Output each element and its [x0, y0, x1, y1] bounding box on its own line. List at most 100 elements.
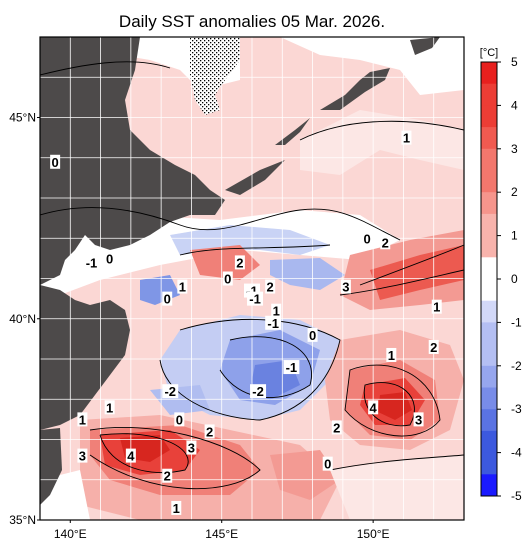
colorbar-segment	[481, 344, 497, 367]
contour-label: 1	[79, 412, 86, 427]
colorbar-tick-label: -3	[511, 402, 522, 416]
contour-label-box	[125, 448, 136, 463]
contour-label: 1	[106, 400, 113, 415]
contour-label-box	[331, 420, 342, 435]
colorbar-tick-label: 5	[511, 55, 518, 69]
contour-label: 2	[430, 340, 437, 355]
contour-label-box	[380, 235, 391, 250]
contour-label-box	[283, 360, 300, 375]
contour-label-box	[431, 299, 442, 314]
contour-label-box	[265, 315, 282, 330]
contour-label-box	[171, 500, 182, 515]
colorbar-segment	[481, 213, 497, 237]
colorbar-segment	[481, 105, 497, 128]
colorbar-segment	[481, 235, 497, 258]
contour-label: 0	[309, 328, 316, 343]
contour-label: -1	[267, 316, 279, 331]
colorbar-segment	[481, 83, 497, 106]
contour-label: 4	[370, 400, 378, 415]
contour-label: 1	[403, 131, 410, 146]
contour-label: 3	[188, 441, 195, 456]
contour-label-box	[322, 456, 333, 471]
contour-label: 2	[164, 469, 171, 484]
contour-label: 3	[342, 280, 349, 295]
colorbar-segment	[481, 300, 497, 323]
colorbar-tick-label: -1	[511, 315, 522, 329]
contour-label: -2	[252, 384, 264, 399]
colorbar-segment	[481, 409, 497, 432]
contour-label-box	[77, 448, 88, 463]
contour-label: 0	[363, 231, 370, 246]
contour-label-box	[247, 291, 264, 306]
colorbar-segment	[481, 430, 497, 454]
colorbar-unit: [°C]	[480, 47, 498, 59]
contour-label-box	[362, 231, 373, 246]
contour-label: -2	[164, 384, 176, 399]
contour-label: -1	[246, 284, 258, 299]
contour-label: 1	[179, 280, 186, 295]
contour-label: 1	[388, 348, 395, 363]
contour-label-box	[186, 440, 197, 455]
contour-label-box	[204, 424, 215, 439]
colorbar-tick-label: -4	[511, 446, 522, 460]
contour-label-box	[174, 412, 185, 427]
contour-label: 4	[127, 449, 135, 464]
contour-label: 0	[52, 155, 59, 170]
colorbar-segment	[481, 148, 497, 171]
colorbar-segment	[481, 170, 497, 193]
contour-label-box	[428, 339, 439, 354]
contour-label-box	[413, 412, 424, 427]
colorbar-tick-label: -5	[511, 489, 522, 503]
contour-label: 0	[224, 272, 231, 287]
contour-label: 2	[206, 424, 213, 439]
contour-label-box	[83, 255, 100, 270]
colorbar-tick-label: 4	[511, 98, 518, 112]
contour-label: 1	[173, 501, 180, 516]
colorbar-segment	[481, 257, 497, 280]
contour-label-box	[222, 271, 233, 286]
colorbar-tick-label: -2	[511, 359, 522, 373]
colorbar-segment	[481, 452, 497, 475]
contour-label-box	[368, 400, 379, 415]
contour-label-box	[162, 291, 173, 306]
contour-label: -1	[286, 360, 298, 375]
colorbar-segment	[481, 192, 497, 215]
lon-tick-label: 150°E	[357, 527, 390, 541]
contour-label-box	[234, 255, 245, 270]
colorbar: [°C] 5 4 3 2 1 0 -1 -2 -3 -4 -5	[480, 47, 522, 503]
colorbar-segment	[481, 474, 497, 497]
contour-label: 0	[106, 251, 113, 266]
contour-label-box	[177, 279, 188, 294]
contour-label-box	[104, 400, 115, 415]
colorbar-tick-label: 1	[511, 229, 518, 243]
lat-tick-label: 45°N	[9, 111, 36, 125]
colorbar-segment	[481, 62, 497, 85]
map-frame	[39, 36, 465, 521]
contour-label: 1	[433, 300, 440, 315]
colorbar-segment	[481, 279, 497, 302]
contour-label: 2	[236, 255, 243, 270]
contour-label-box	[162, 468, 173, 483]
colorbar-segment	[481, 365, 497, 388]
colorbar-segment	[481, 127, 497, 150]
colorbar-segment	[481, 322, 497, 345]
contour-label-box	[104, 251, 115, 266]
contour-label-box	[162, 384, 179, 399]
contour-label: 2	[267, 280, 274, 295]
colorbar-tick-label: 0	[511, 272, 518, 286]
contour-label-box	[250, 384, 267, 399]
contour-label-box	[77, 412, 88, 427]
axis-labels: 45°N 40°N 35°N 140°E 145°E 150°E	[9, 111, 389, 542]
lon-tick-label: 145°E	[205, 527, 238, 541]
lat-tick-label: 35°N	[9, 513, 36, 527]
contour-label-box	[401, 130, 412, 145]
land-mass	[40, 37, 440, 505]
contour-label: 1	[273, 304, 280, 319]
lon-tick-label: 140°E	[54, 527, 87, 541]
contour-label: -1	[86, 255, 98, 270]
contour-lines	[40, 61, 464, 490]
map-title: Daily SST anomalies 05 Mar. 2026.	[118, 12, 386, 31]
contour-label: 2	[333, 420, 340, 435]
contour-label-box	[307, 327, 318, 342]
